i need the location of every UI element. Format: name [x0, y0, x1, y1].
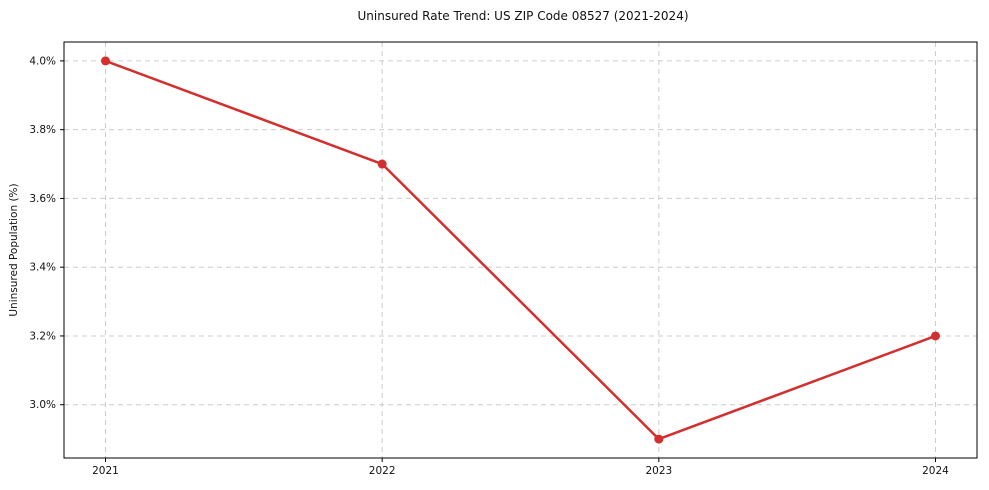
y-tick-label: 3.8% — [29, 124, 56, 136]
data-point-2023 — [654, 434, 664, 444]
y-tick-label: 3.4% — [29, 262, 56, 274]
trend-line — [104, 59, 937, 441]
y-tick-label: 3.2% — [29, 330, 56, 342]
x-tick-label: 2021 — [92, 465, 119, 477]
y-tick-label: 4.0% — [29, 55, 56, 67]
data-point-2024 — [931, 331, 940, 341]
plot-border — [63, 41, 978, 459]
tick-labels: 3.0% 3.2% 3.4% 3.6% 3.8% 4.0% 2021 2022 2023 2024 — [29, 55, 949, 477]
gridlines — [64, 42, 977, 458]
y-tick-label: 3.0% — [29, 399, 56, 411]
y-axis-label: Uninsured Population (%) — [8, 183, 20, 316]
y-tick-label: 3.6% — [29, 193, 56, 205]
axes — [60, 41, 978, 462]
x-tick-label: 2022 — [369, 465, 396, 477]
x-tick-label: 2024 — [922, 465, 949, 477]
data-point-2022 — [377, 159, 387, 169]
chart-title: Uninsured Rate Trend: US ZIP Code 08527 … — [357, 9, 688, 23]
data-series — [101, 56, 940, 444]
data-point-2021 — [101, 56, 110, 66]
x-tick-label: 2023 — [645, 465, 672, 477]
